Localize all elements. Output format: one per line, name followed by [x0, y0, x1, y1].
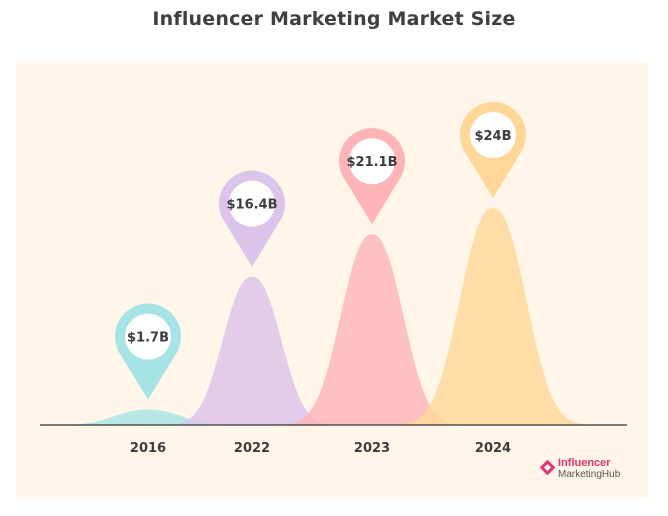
mound-2022 [134, 276, 369, 425]
mound-2024 [358, 208, 627, 425]
tick-label-2016: 2016 [130, 441, 166, 456]
pin-2016: $1.7B [115, 303, 181, 400]
pins-group: $1.7B $16.4B $21.1B $24B [115, 101, 526, 400]
tick-labels-group: 2016 2022 2023 2024 [130, 441, 511, 456]
value-label-2023: $21.1B [346, 155, 397, 170]
logo-line2: MarketingHub [558, 469, 621, 480]
tick-label-2022: 2022 [234, 441, 270, 456]
mound-2023 [246, 234, 498, 425]
value-label-2024: $24B [474, 129, 511, 144]
mound-2016 [13, 409, 282, 425]
tick-label-2023: 2023 [354, 441, 390, 456]
brand-logo: Influencer MarketingHub [539, 456, 658, 482]
chart-panel [16, 62, 648, 498]
pin-2022: $16.4B [218, 170, 285, 267]
chart-title: Influencer Marketing Market Size [152, 8, 516, 30]
mounds-group [13, 208, 627, 425]
value-label-2016: $1.7B [127, 331, 169, 346]
value-label-2022: $16.4B [226, 198, 277, 213]
logo-line1: Influencer [558, 457, 611, 469]
pin-2024: $24B [460, 101, 526, 198]
logo-diamond-icon [539, 459, 556, 476]
tick-label-2024: 2024 [475, 441, 511, 456]
pin-2023: $21.1B [339, 128, 406, 225]
